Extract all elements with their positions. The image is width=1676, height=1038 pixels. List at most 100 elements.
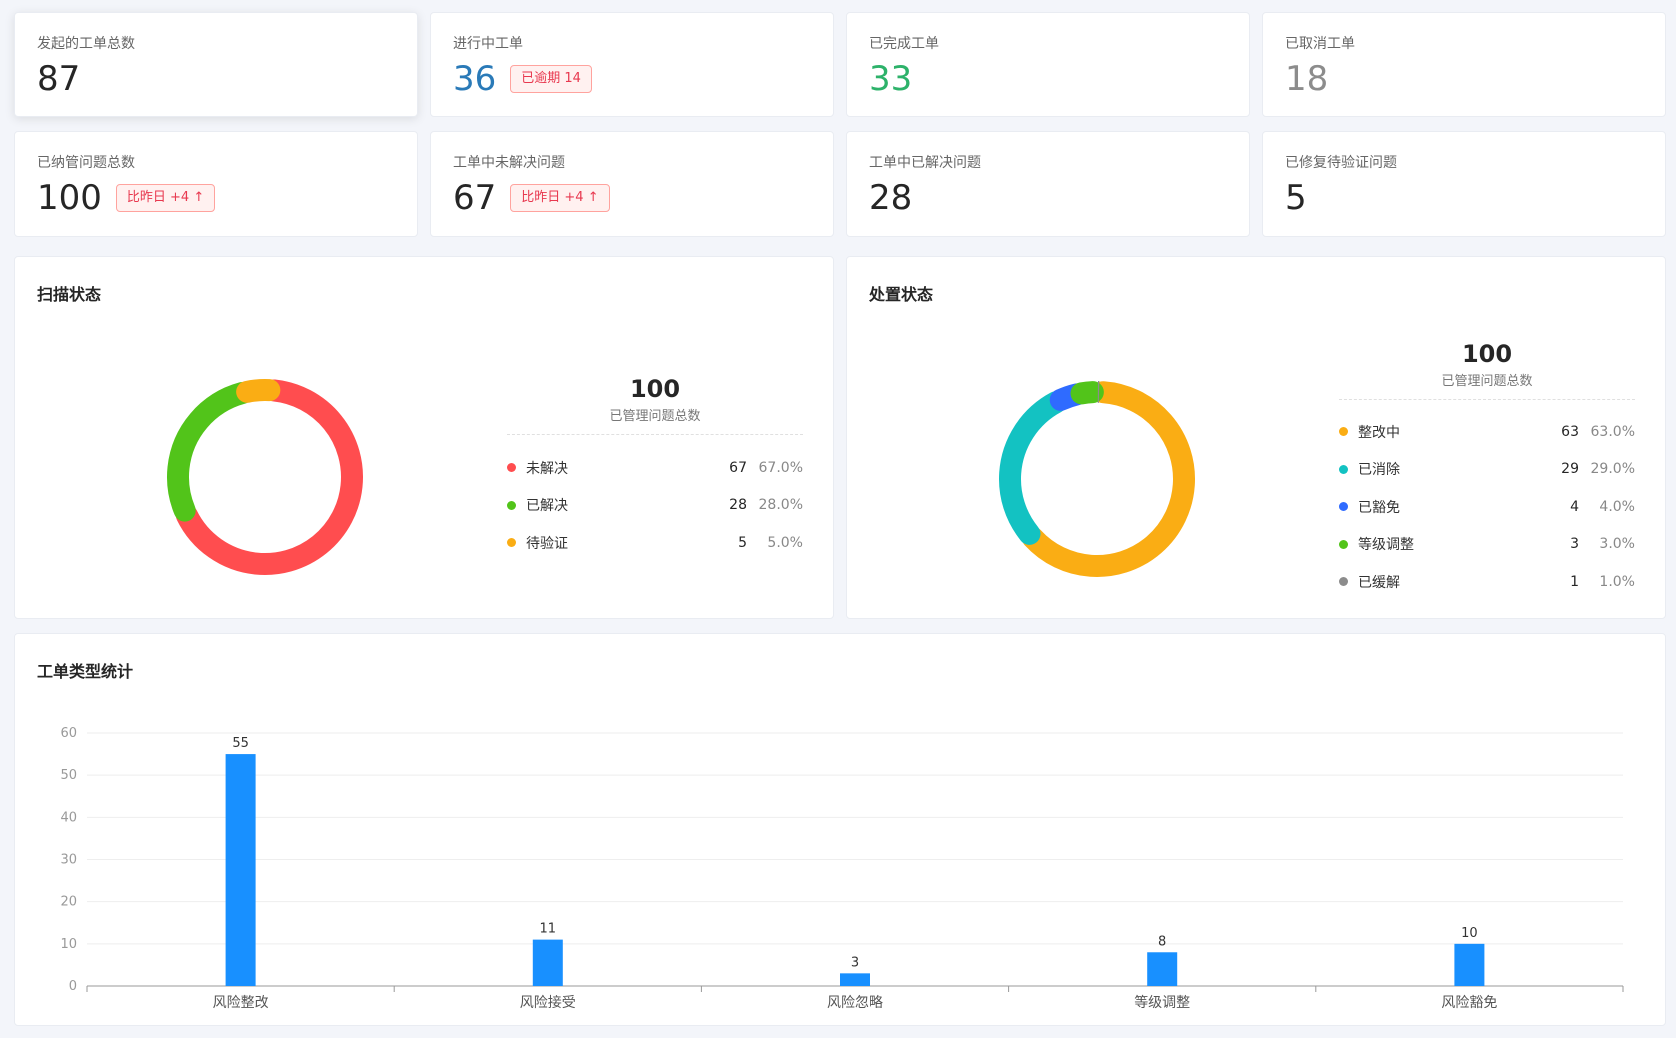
ticket-type-stats-card: 工单类型统计 0 10 20 30 40 50 60 55 风险整改 11 风险接受 3 风险忽略 8 等级… [14, 633, 1666, 1026]
legend-count: 67 [729, 459, 747, 476]
x-tick-label: 风险整改 [213, 995, 269, 1011]
stat-value: 87 [37, 59, 81, 99]
bar-value-label: 8 [1158, 934, 1166, 949]
scan-donut-segment-1[interactable] [167, 379, 363, 575]
legend-item-rectifying[interactable]: 整改中 63 63.0% [1339, 413, 1635, 451]
stat-value: 18 [1285, 59, 1329, 99]
stat-card-completed-tickets[interactable]: 已完成工单 33 [846, 12, 1250, 117]
stat-card-resolved-issues[interactable]: 工单中已解决问题 28 [846, 131, 1250, 237]
stat-label: 工单中已解决问题 [869, 155, 981, 171]
total-count-label: 已管理问题总数 [609, 409, 701, 424]
stat-value-row: 5 [1285, 178, 1307, 218]
scan-summary: 100 已管理问题总数 [505, 375, 805, 424]
total-count: 100 [1461, 340, 1513, 368]
legend-count: 29 [1561, 461, 1579, 478]
handle-donut-segment-3[interactable] [999, 381, 1195, 577]
bar[interactable] [1454, 943, 1485, 986]
legend-count: 28 [729, 497, 747, 514]
card-title: 扫描状态 [37, 285, 102, 304]
stat-value-row: 67 比昨日 +4 ↑ [453, 178, 610, 218]
x-tick-label: 风险接受 [520, 994, 576, 1011]
bar-value-label: 3 [851, 955, 859, 970]
legend-name: 已消除 [1358, 462, 1400, 479]
legend-percent: 29.0% [1590, 461, 1635, 478]
bar[interactable] [840, 973, 870, 986]
y-tick-label: 0 [69, 979, 77, 994]
total-count: 100 [629, 375, 681, 403]
trend-badge: 比昨日 +4 ↑ [510, 184, 610, 212]
legend-percent: 3.0% [1599, 536, 1635, 553]
legend-percent: 28.0% [758, 497, 803, 514]
legend-percent: 4.0% [1599, 498, 1635, 515]
y-tick-label: 50 [60, 768, 77, 783]
stat-card-managed-issues[interactable]: 已纳管问题总数 100 比昨日 +4 ↑ [14, 131, 418, 237]
legend-item-pending-verify[interactable]: 待验证 5 5.0% [507, 524, 803, 562]
stat-card-unresolved-issues[interactable]: 工单中未解决问题 67 比昨日 +4 ↑ [430, 131, 834, 237]
scan-donut-segment-2[interactable] [167, 379, 363, 575]
bar[interactable] [225, 754, 256, 986]
legend-dot [507, 538, 516, 548]
legend-dot [1339, 427, 1348, 437]
summary-divider [507, 434, 803, 435]
legend-item-level-adjust[interactable]: 等级调整 3 3.0% [1339, 526, 1635, 564]
legend-item-resolved[interactable]: 已解决 28 28.0% [507, 487, 803, 525]
legend-name: 已解决 [526, 498, 568, 515]
handle-donut-segment-1[interactable] [999, 381, 1195, 577]
bar[interactable] [1147, 952, 1178, 986]
stat-value: 36 [453, 59, 497, 99]
card-title: 工单类型统计 [37, 662, 134, 681]
handle-status-donut [999, 381, 1195, 577]
legend-dot [1339, 464, 1348, 474]
legend-name: 已豁免 [1358, 499, 1400, 516]
y-tick-label: 20 [60, 895, 77, 910]
bar-value-label: 10 [1461, 926, 1478, 941]
stat-label: 已修复待验证问题 [1285, 155, 1397, 171]
stat-card-cancelled-tickets[interactable]: 已取消工单 18 [1262, 12, 1666, 117]
legend-item-eliminated[interactable]: 已消除 29 29.0% [1339, 451, 1635, 489]
scan-legend: 未解决 67 67.0% 已解决 28 28.0% 待验证 5 5.0% [507, 449, 803, 562]
legend-item-exempted[interactable]: 已豁免 4 4.0% [1339, 488, 1635, 526]
stat-value-row: 36 已逾期 14 [453, 59, 592, 99]
stat-value: 28 [869, 178, 913, 218]
handle-summary: 100 已管理问题总数 [1337, 340, 1637, 389]
stat-value-row: 18 [1285, 59, 1328, 99]
legend-name: 整改中 [1358, 424, 1400, 441]
stat-card-total-tickets[interactable]: 发起的工单总数 87 [14, 12, 418, 117]
y-tick-label: 60 [60, 726, 77, 741]
stat-label: 发起的工单总数 [37, 36, 135, 52]
y-tick-label: 30 [60, 853, 77, 868]
legend-dot [507, 500, 516, 510]
legend-name: 已缓解 [1358, 574, 1400, 591]
stat-label: 已取消工单 [1285, 36, 1355, 52]
legend-dot [1339, 577, 1348, 587]
x-tick-label: 风险豁免 [1441, 994, 1497, 1011]
stat-label: 已纳管问题总数 [37, 155, 135, 171]
legend-count: 3 [1570, 536, 1579, 553]
handle-legend: 整改中 63 63.0% 已消除 29 29.0% 已豁免 4 4.0% 等级调… [1339, 413, 1635, 601]
stat-value: 5 [1285, 178, 1307, 218]
legend-count: 1 [1570, 573, 1579, 590]
y-tick-label: 10 [60, 937, 77, 952]
card-title: 处置状态 [869, 285, 934, 304]
stat-value-row: 33 [869, 59, 912, 99]
bar[interactable] [532, 939, 563, 986]
legend-name: 未解决 [526, 460, 568, 477]
summary-divider [1339, 399, 1635, 400]
total-count-label: 已管理问题总数 [1441, 374, 1533, 389]
legend-percent: 67.0% [758, 459, 803, 476]
legend-percent: 63.0% [1590, 423, 1635, 440]
y-tick-label: 40 [60, 810, 77, 825]
legend-item-mitigated[interactable]: 已缓解 1 1.0% [1339, 563, 1635, 601]
stat-value: 33 [869, 59, 913, 99]
stat-card-pending-verification[interactable]: 已修复待验证问题 5 [1262, 131, 1666, 237]
legend-name: 待验证 [526, 535, 568, 552]
stat-label: 已完成工单 [869, 36, 939, 52]
stat-card-in-progress-tickets[interactable]: 进行中工单 36 已逾期 14 [430, 12, 834, 117]
legend-count: 5 [738, 534, 747, 551]
scan-status-card: 扫描状态 100 已管理问题总数 未解决 67 67.0% 已解决 28 28.… [14, 256, 834, 619]
legend-name: 等级调整 [1358, 537, 1414, 554]
x-tick-label: 风险忽略 [827, 995, 883, 1011]
legend-item-unresolved[interactable]: 未解决 67 67.0% [507, 449, 803, 487]
ticket-type-bar-chart: 0 10 20 30 40 50 60 55 风险整改 11 风险接受 3 风险忽略 8 等级调整 10 风险豁… [60, 726, 1624, 1011]
legend-percent: 5.0% [767, 534, 803, 551]
